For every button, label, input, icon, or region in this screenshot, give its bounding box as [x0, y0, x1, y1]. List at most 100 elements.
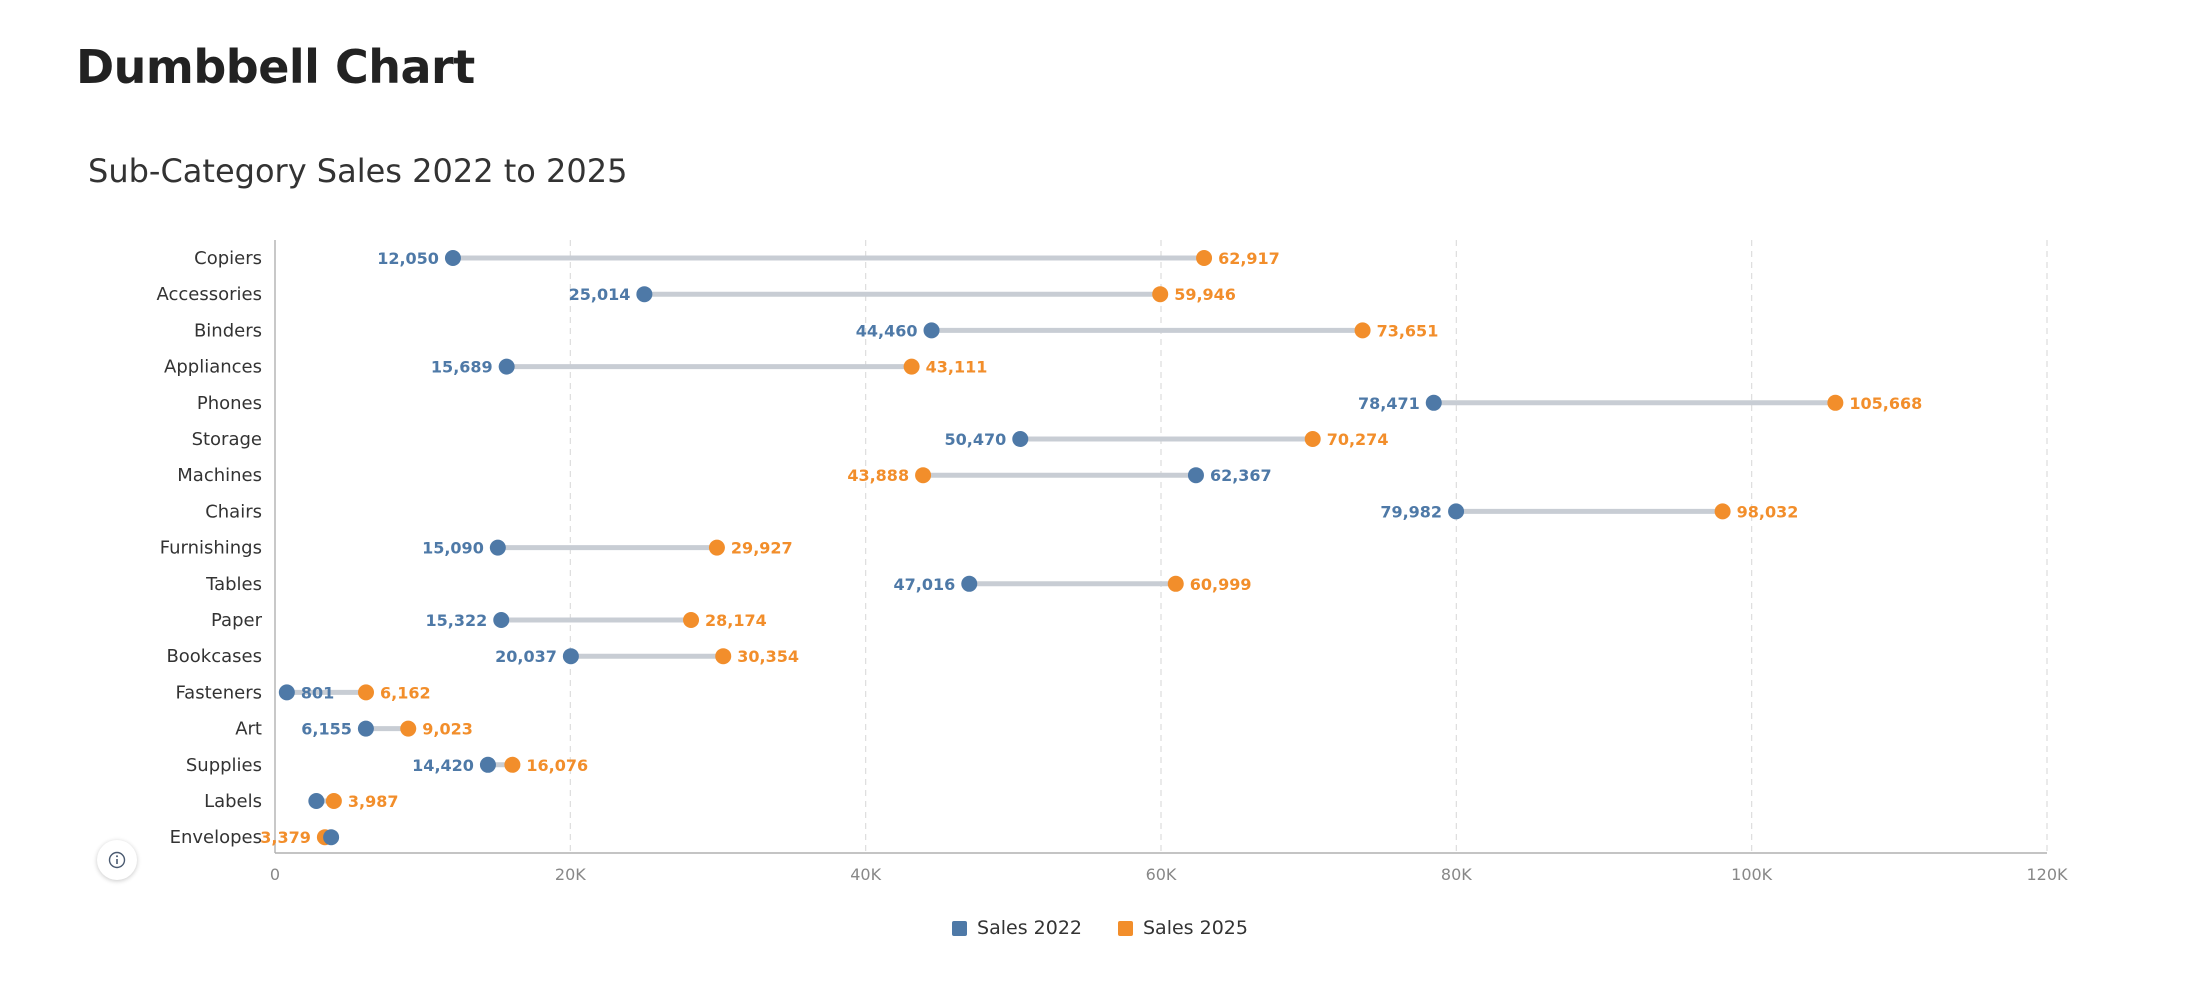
category-label: Appliances: [164, 357, 262, 378]
point-sales-2022[interactable]: [923, 322, 940, 339]
point-sales-2025[interactable]: [325, 793, 342, 809]
data-label-sales-2022: 78,471: [1358, 394, 1420, 413]
data-label-sales-2022: 47,016: [894, 575, 956, 594]
x-tick-label: 40K: [850, 865, 881, 884]
page-title: Dumbbell Chart: [76, 40, 475, 94]
info-button[interactable]: [97, 840, 137, 880]
category-label: Binders: [194, 320, 262, 341]
legend-label-sales-2022: Sales 2022: [977, 917, 1082, 939]
data-label-sales-2025: 105,668: [1849, 394, 1922, 413]
chart-legend: Sales 2022 Sales 2025: [0, 917, 2200, 939]
category-label: Art: [235, 719, 262, 740]
data-label-sales-2025: 6,162: [380, 683, 431, 702]
point-sales-2025[interactable]: [715, 648, 732, 665]
data-label-sales-2022: 15,689: [431, 358, 493, 377]
point-sales-2022[interactable]: [1012, 431, 1029, 447]
data-label-sales-2022: 20,037: [495, 647, 557, 666]
point-sales-2022[interactable]: [498, 358, 515, 375]
data-label-sales-2025: 60,999: [1190, 575, 1252, 594]
point-sales-2022[interactable]: [479, 756, 496, 773]
category-label: Supplies: [186, 755, 262, 776]
x-tick-label: 120K: [2026, 865, 2068, 884]
data-label-sales-2022: 14,420: [412, 756, 474, 775]
data-label-sales-2025: 43,888: [847, 466, 909, 485]
data-label-sales-2025: 16,076: [526, 756, 588, 775]
x-tick-label: 20K: [555, 865, 586, 884]
category-label: Storage: [192, 429, 262, 450]
data-label-sales-2025: 28,174: [705, 611, 767, 630]
x-tick-label: 100K: [1731, 865, 1773, 884]
category-label: Envelopes: [170, 827, 262, 848]
legend-item-sales-2022[interactable]: Sales 2022: [952, 917, 1082, 939]
point-sales-2022[interactable]: [562, 648, 579, 665]
point-sales-2025[interactable]: [903, 358, 920, 375]
point-sales-2022[interactable]: [308, 793, 325, 809]
category-label: Furnishings: [160, 538, 262, 559]
data-label-sales-2025: 43,111: [926, 358, 988, 377]
category-label: Accessories: [157, 284, 263, 305]
point-sales-2025[interactable]: [1827, 394, 1844, 411]
x-tick-label: 60K: [1146, 865, 1177, 884]
point-sales-2022[interactable]: [961, 575, 978, 592]
data-label-sales-2022: 12,050: [377, 249, 439, 268]
data-label-sales-2025: 98,032: [1737, 502, 1799, 521]
legend-item-sales-2025[interactable]: Sales 2025: [1118, 917, 1248, 939]
point-sales-2025[interactable]: [683, 612, 700, 628]
category-label: Copiers: [194, 248, 262, 269]
data-label-sales-2025: 70,274: [1327, 430, 1389, 449]
point-sales-2022[interactable]: [1448, 503, 1465, 520]
point-sales-2022[interactable]: [636, 286, 653, 303]
data-label-sales-2022: 50,470: [945, 430, 1007, 449]
data-label-sales-2022: 801: [301, 683, 334, 702]
data-label-sales-2022: 44,460: [856, 321, 918, 340]
data-label-sales-2022: 79,982: [1380, 502, 1442, 521]
data-label-sales-2022: 15,322: [426, 611, 488, 630]
data-label-sales-2025: 73,651: [1377, 321, 1439, 340]
info-icon: [108, 851, 126, 869]
legend-label-sales-2025: Sales 2025: [1143, 917, 1248, 939]
point-sales-2022[interactable]: [278, 684, 295, 701]
point-sales-2025[interactable]: [1354, 322, 1371, 339]
category-label: Paper: [211, 610, 263, 631]
data-label-sales-2025: 62,917: [1218, 249, 1280, 268]
data-label-sales-2022: 62,367: [1210, 466, 1272, 485]
point-sales-2022[interactable]: [357, 720, 374, 737]
category-label: Phones: [197, 393, 262, 414]
point-sales-2025[interactable]: [1152, 286, 1169, 303]
legend-swatch-sales-2022: [952, 920, 968, 936]
category-label: Fasteners: [175, 682, 262, 703]
data-label-sales-2022: 6,155: [301, 720, 352, 739]
data-label-sales-2025: 29,927: [731, 539, 793, 558]
x-tick-label: 0: [270, 865, 280, 884]
data-label-sales-2025: 3,379: [260, 828, 311, 847]
data-label-sales-2022: 25,014: [569, 285, 631, 304]
data-label-sales-2025: 3,987: [348, 792, 399, 811]
point-sales-2022[interactable]: [493, 612, 510, 628]
point-sales-2022[interactable]: [444, 250, 461, 266]
point-sales-2025[interactable]: [1714, 503, 1731, 520]
point-sales-2025[interactable]: [504, 756, 521, 773]
point-sales-2025[interactable]: [1304, 431, 1321, 447]
chart-title: Sub-Category Sales 2022 to 2025: [88, 152, 628, 190]
point-sales-2022[interactable]: [489, 539, 506, 556]
data-label-sales-2022: 15,090: [422, 539, 484, 558]
legend-swatch-sales-2025: [1118, 920, 1133, 936]
point-sales-2025[interactable]: [708, 539, 725, 556]
point-sales-2022[interactable]: [1187, 467, 1204, 484]
point-sales-2022[interactable]: [1425, 394, 1442, 411]
data-label-sales-2025: 59,946: [1174, 285, 1236, 304]
point-sales-2025[interactable]: [400, 720, 417, 737]
category-label: Labels: [204, 791, 262, 812]
category-label: Tables: [205, 574, 262, 595]
category-label: Chairs: [205, 501, 262, 522]
point-sales-2025[interactable]: [357, 684, 374, 701]
point-sales-2025[interactable]: [1167, 575, 1184, 592]
category-label: Bookcases: [166, 646, 262, 667]
data-label-sales-2025: 9,023: [422, 720, 473, 739]
point-sales-2025[interactable]: [915, 467, 932, 484]
point-sales-2025[interactable]: [1196, 250, 1213, 266]
point-sales-2022[interactable]: [323, 829, 340, 846]
x-tick-label: 80K: [1441, 865, 1472, 884]
